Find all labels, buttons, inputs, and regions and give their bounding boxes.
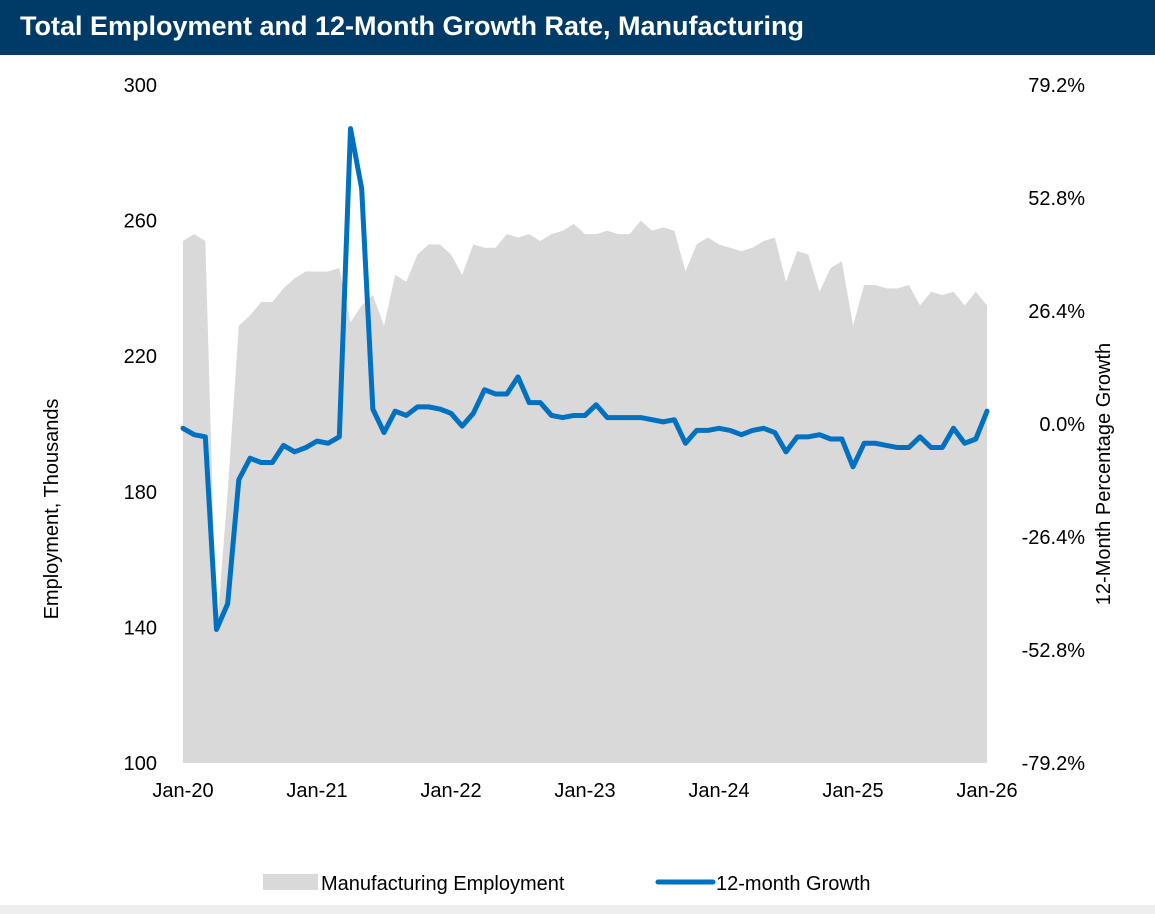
right-tick-label: 0.0% [1039, 414, 1085, 436]
employment-area [183, 220, 987, 764]
chart-title: Total Employment and 12-Month Growth Rat… [20, 11, 805, 41]
x-tick-label: Jan-22 [420, 780, 481, 802]
line-layer [180, 126, 990, 632]
left-tick-label: 100 [124, 753, 157, 775]
right-axis-ticks: 79.2% 52.8% 26.4% 0.0% -26.4% -52.8% -79.2% [1022, 75, 1086, 775]
left-tick-label: 140 [124, 617, 157, 639]
legend: Manufacturing Employment 12-month Growth [263, 873, 871, 895]
left-tick-label: 180 [124, 482, 157, 504]
left-axis-ticks: 300 260 220 180 140 100 [124, 75, 157, 775]
x-axis-ticks: Jan-20 Jan-21 Jan-22 Jan-23 Jan-24 Jan-25 Jan-… [152, 780, 1017, 802]
x-tick-label: Jan-20 [152, 780, 213, 802]
x-tick-label: Jan-23 [554, 780, 615, 802]
x-tick-label: Jan-21 [286, 780, 347, 802]
bottom-strip [0, 905, 1155, 914]
x-tick-label: Jan-25 [822, 780, 883, 802]
left-axis-label: Employment, Thousands [41, 399, 63, 620]
x-tick-label: Jan-24 [688, 780, 749, 802]
area-layer [183, 220, 987, 764]
right-axis-label: 12-Month Percentage Growth [1093, 343, 1115, 605]
title-bar: Total Employment and 12-Month Growth Rat… [0, 0, 1155, 55]
legend-area-label: Manufacturing Employment [321, 873, 565, 895]
legend-line-label: 12-month Growth [716, 873, 871, 895]
right-tick-label: -52.8% [1022, 640, 1086, 662]
right-tick-label: 26.4% [1028, 301, 1085, 323]
right-tick-label: -79.2% [1022, 753, 1086, 775]
left-tick-label: 300 [124, 75, 157, 97]
x-tick-label: Jan-26 [956, 780, 1017, 802]
growth-line [180, 126, 990, 632]
right-tick-label: -26.4% [1022, 527, 1086, 549]
legend-area-swatch [263, 874, 318, 890]
right-tick-label: 52.8% [1028, 188, 1085, 210]
left-tick-label: 220 [124, 346, 157, 368]
right-tick-label: 79.2% [1028, 75, 1085, 97]
left-tick-label: 260 [124, 211, 157, 233]
